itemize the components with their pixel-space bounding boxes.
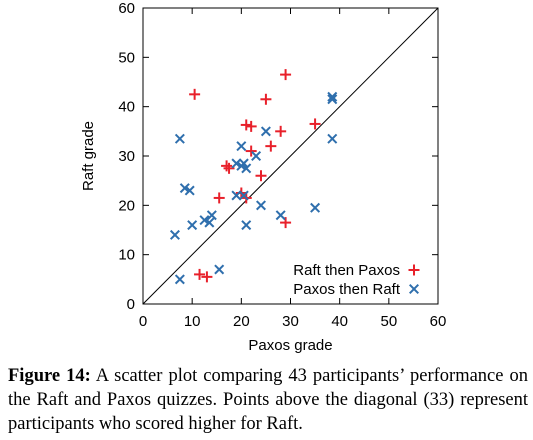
cross-b [327, 91, 338, 102]
point-paxos-then-raft [174, 133, 185, 144]
x-tick-label: 50 [380, 313, 397, 330]
y-tick-label: 60 [118, 0, 135, 17]
cross-b [174, 133, 185, 144]
point-paxos-then-raft [310, 202, 321, 213]
point-raft-then-paxos [189, 88, 201, 100]
legend-marker [409, 284, 419, 294]
point-raft-then-paxos [260, 93, 272, 105]
cross-b [187, 220, 198, 231]
y-tick-label: 30 [118, 148, 135, 165]
x-tick-label: 60 [430, 313, 447, 330]
cross-b [241, 220, 252, 231]
point-paxos-then-raft [199, 215, 210, 226]
diagonal-line [142, 7, 439, 305]
legend-label: Paxos then Raft [293, 281, 401, 298]
figure-caption: Figure 14: A scatter plot comparing 43 p… [8, 364, 528, 436]
point-raft-then-paxos [280, 217, 292, 229]
x-axis-label: Paxos grade [248, 337, 332, 354]
cross-b [199, 215, 210, 226]
y-tick-label: 10 [118, 247, 135, 264]
cross-b [231, 190, 242, 201]
cross-b [231, 158, 242, 169]
point-paxos-then-raft [238, 190, 249, 201]
point-paxos-then-raft [327, 91, 338, 102]
point-paxos-then-raft [256, 200, 266, 211]
point-raft-then-paxos [240, 119, 252, 131]
cross-b [206, 210, 217, 221]
point-raft-then-paxos [245, 145, 257, 157]
point-paxos-then-raft [174, 274, 185, 285]
cross-b [260, 126, 271, 137]
point-raft-then-paxos [265, 140, 277, 152]
point-raft-then-paxos [201, 271, 213, 283]
point-raft-then-paxos [245, 120, 257, 132]
point-raft-then-paxos [194, 268, 206, 280]
point-paxos-then-raft [169, 229, 180, 240]
y-tick-label: 40 [118, 99, 135, 116]
cross-b [310, 202, 321, 213]
cross-b [179, 183, 190, 194]
cross-b [327, 133, 338, 144]
point-paxos-then-raft [204, 217, 215, 228]
point-raft-then-paxos [280, 69, 292, 81]
x-tick-label: 30 [282, 313, 299, 330]
point-paxos-then-raft [260, 126, 271, 137]
caption-text: A scatter plot comparing 43 participants… [8, 366, 529, 434]
point-raft-then-paxos [309, 118, 321, 130]
cross-b [327, 94, 338, 105]
x-tick-label: 10 [184, 313, 201, 330]
cross-b [174, 274, 185, 285]
cross-b [204, 217, 215, 228]
x-tick-label: 40 [331, 313, 348, 330]
point-raft-then-paxos [223, 162, 235, 174]
x-tick-label: 20 [233, 313, 250, 330]
point-raft-then-paxos [221, 160, 233, 172]
point-paxos-then-raft [206, 210, 217, 221]
point-paxos-then-raft [231, 190, 242, 201]
cross-b [169, 229, 180, 240]
point-paxos-then-raft [241, 163, 252, 174]
point-paxos-then-raft [275, 210, 286, 221]
point-paxos-then-raft [187, 220, 198, 231]
point-paxos-then-raft [179, 183, 190, 194]
point-paxos-then-raft [327, 133, 338, 144]
cross-b [251, 151, 262, 161]
scatter-plot: 0 10 20 30 40 50 60 0 10 20 30 40 50 60 Paxos grade Raf… [80, 0, 447, 354]
cross-b [409, 284, 419, 294]
point-raft-then-paxos [275, 125, 287, 137]
cross-b [256, 200, 266, 211]
y-axis-label: Raft grade [80, 121, 97, 191]
cross-b [236, 160, 247, 171]
point-paxos-then-raft [214, 264, 225, 275]
cross-b [236, 141, 247, 152]
point-paxos-then-raft [241, 220, 252, 231]
y-tick-label: 50 [118, 49, 135, 66]
x-tick-label: 0 [139, 313, 147, 330]
cross-b [184, 185, 195, 196]
point-paxos-then-raft [236, 160, 247, 171]
y-tick-label: 20 [118, 197, 135, 214]
point-paxos-then-raft [327, 94, 338, 105]
cross-b [214, 264, 225, 275]
legend-label: Raft then Paxos [293, 262, 400, 279]
y-tick-label: 0 [127, 296, 135, 313]
point-paxos-then-raft [251, 151, 262, 161]
cross-b [241, 163, 252, 174]
point-paxos-then-raft [236, 141, 247, 152]
legend-marker [408, 264, 420, 276]
cross-b [238, 190, 249, 201]
point-raft-then-paxos [213, 192, 225, 204]
point-paxos-then-raft [184, 185, 195, 196]
caption-label: Figure 14: [8, 366, 91, 386]
point-raft-then-paxos [255, 170, 267, 182]
cross-b [275, 210, 286, 221]
point-paxos-then-raft [231, 158, 242, 169]
